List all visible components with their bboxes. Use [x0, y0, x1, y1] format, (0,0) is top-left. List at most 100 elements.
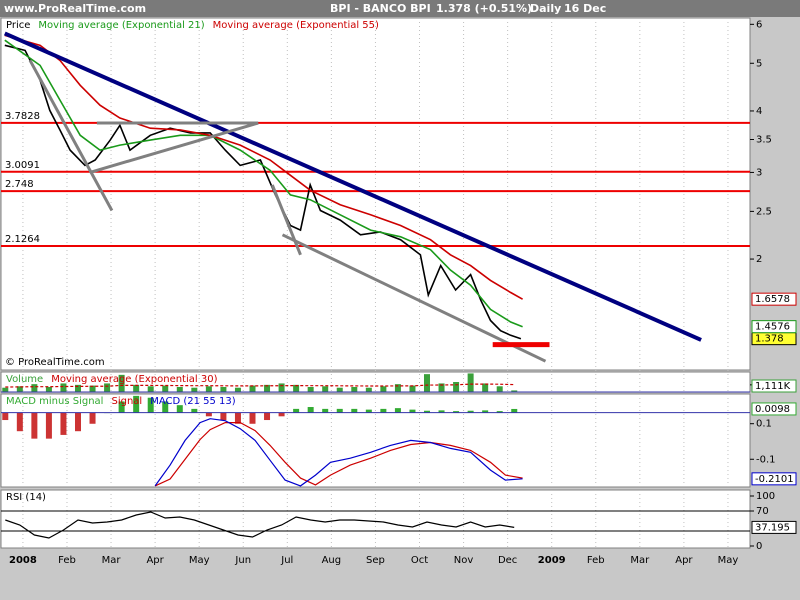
bar	[118, 401, 125, 413]
bar	[496, 411, 503, 413]
x-tick-label: May	[718, 555, 739, 566]
date: 16 Dec	[564, 2, 606, 15]
bar	[336, 408, 343, 413]
value-box	[751, 472, 797, 486]
trendline	[281, 233, 547, 363]
series-line	[4, 39, 523, 328]
y-tick-label: 5	[756, 58, 762, 69]
bar	[89, 412, 96, 424]
bar	[220, 412, 227, 421]
chart-title: BPI - BANCO BPI	[330, 2, 431, 15]
quote: 1.378 (+0.51%)	[436, 2, 532, 15]
bar	[162, 401, 169, 413]
trendline	[270, 184, 302, 256]
value-box	[751, 320, 797, 334]
value-box-label: 1.378	[755, 334, 784, 345]
value-box	[751, 379, 797, 393]
bar	[45, 387, 52, 392]
y-tick-label: 3	[756, 167, 762, 178]
bar	[147, 386, 154, 392]
bar	[31, 412, 38, 439]
watermark: © ProRealTime.com	[5, 357, 105, 368]
bar	[365, 409, 372, 413]
bar	[278, 412, 285, 417]
plot-area	[0, 393, 751, 488]
bar	[104, 383, 111, 392]
x-tick-label: Dec	[498, 555, 517, 566]
bar	[307, 407, 314, 413]
bar	[162, 385, 169, 392]
bar	[409, 385, 416, 392]
x-tick-label: May	[189, 555, 210, 566]
level-label: 2.748	[5, 179, 34, 190]
legend-entry: Moving average (Exponential 21)	[38, 20, 204, 31]
series-line	[5, 511, 515, 539]
bar	[89, 385, 96, 392]
trendline	[28, 59, 114, 212]
bar	[278, 383, 285, 392]
bar	[453, 382, 460, 392]
value-box-label: -0.2101	[755, 474, 794, 485]
bar	[249, 385, 256, 392]
value-box-label: 0.0098	[755, 404, 790, 415]
x-tick-label: Apr	[675, 555, 693, 566]
bar	[191, 408, 198, 413]
value-box	[751, 520, 797, 534]
bar	[380, 408, 387, 413]
period: Daily	[530, 2, 561, 15]
bar	[176, 405, 183, 413]
x-tick-label: Nov	[454, 555, 474, 566]
level-label: 3.7828	[5, 111, 40, 122]
level-label: 3.0091	[5, 160, 40, 171]
bar	[16, 386, 23, 392]
bar	[482, 383, 489, 392]
y-tick-label: 70	[756, 506, 769, 517]
value-box-label: 37.195	[755, 522, 790, 533]
bar	[322, 408, 329, 413]
x-tick-label: Oct	[411, 555, 428, 566]
x-tick-label: Jun	[234, 555, 251, 566]
x-tick-label: Mar	[630, 555, 650, 566]
series-line	[154, 422, 523, 487]
bar	[351, 408, 358, 413]
bar	[234, 412, 241, 424]
bar	[264, 384, 271, 392]
x-tick-label: Feb	[587, 555, 605, 566]
bar	[496, 386, 503, 392]
bar	[453, 411, 460, 413]
trendline	[89, 121, 259, 174]
value-box-label: 1.6578	[755, 294, 790, 305]
x-tick-label: Aug	[322, 555, 342, 566]
bar	[293, 384, 300, 392]
bar	[336, 387, 343, 392]
x-tick-label: 2009	[538, 555, 566, 566]
bar	[438, 410, 445, 413]
y-tick-label: 0	[756, 541, 762, 552]
bar	[264, 412, 271, 421]
bar	[380, 386, 387, 392]
series-line	[154, 418, 523, 487]
bar	[31, 384, 38, 392]
y-tick-label: 100	[756, 491, 775, 502]
bar	[74, 412, 81, 432]
bar	[511, 408, 518, 413]
legend-entry: Moving average (Exponential 55)	[213, 20, 379, 31]
bar	[409, 409, 416, 413]
bar	[16, 412, 23, 432]
bar	[249, 412, 256, 424]
bar	[205, 386, 212, 392]
level-label: 2.1264	[5, 234, 40, 245]
bar	[467, 410, 474, 413]
bar	[438, 383, 445, 392]
bar	[365, 387, 372, 392]
bar	[2, 387, 9, 392]
trendline	[3, 31, 702, 342]
bar	[60, 383, 67, 392]
bar	[394, 384, 401, 392]
y-tick-label: 6	[756, 19, 762, 30]
legend-entry: Moving average (Exponential 30)	[51, 374, 217, 385]
bar	[322, 386, 329, 392]
bar	[2, 412, 9, 421]
bar	[423, 374, 430, 392]
